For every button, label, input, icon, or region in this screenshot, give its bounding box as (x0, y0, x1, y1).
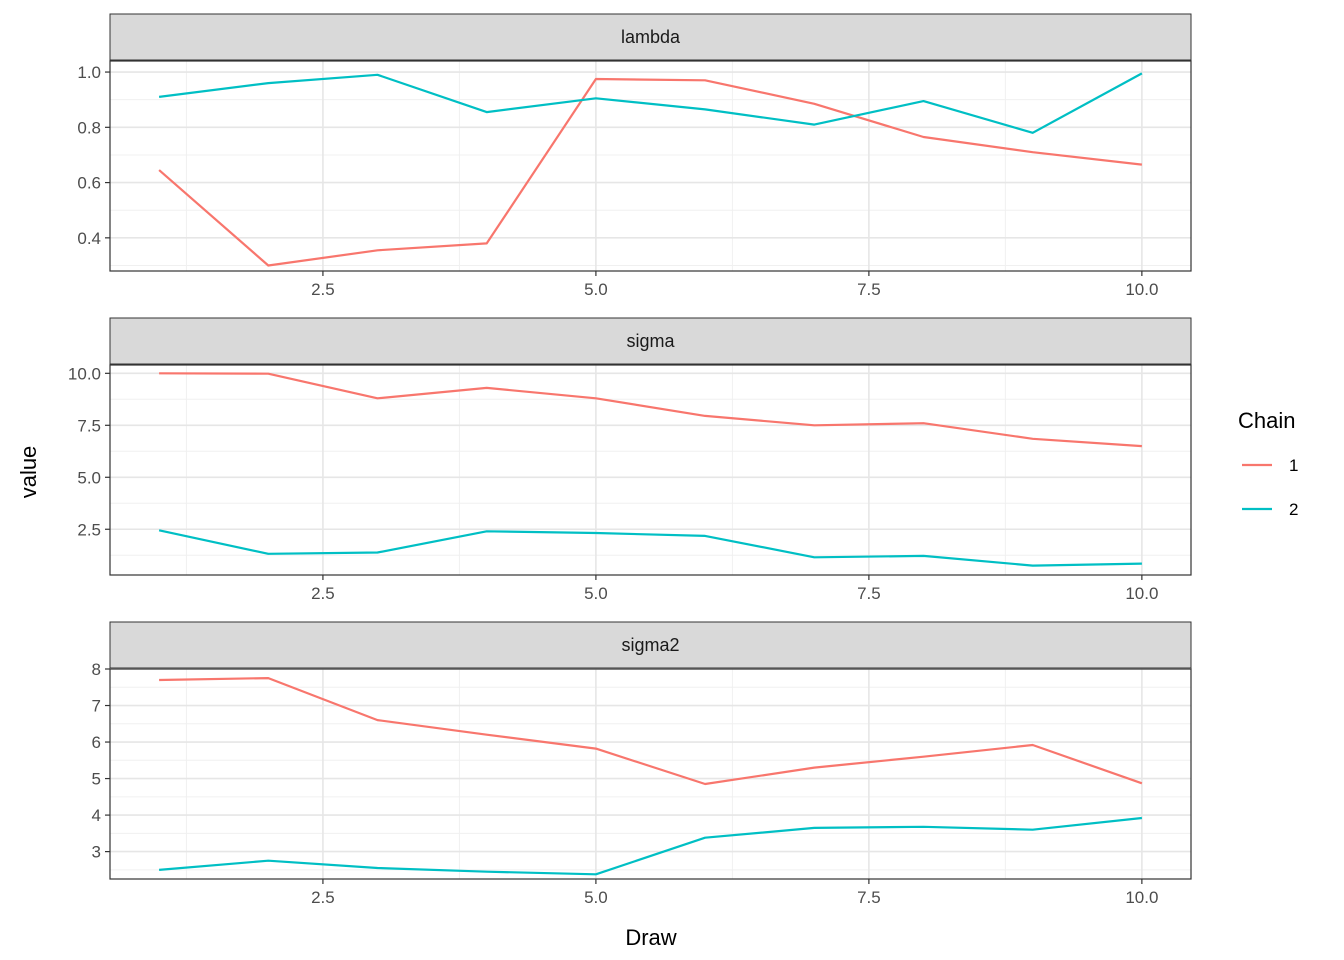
series-line-chain-2 (159, 816, 1143, 876)
series-line-chain-2 (158, 72, 1143, 134)
x-tick-label: 2.5 (311, 280, 335, 299)
x-tick-label: 7.5 (857, 888, 881, 907)
legend-label-chain-1: 1 (1289, 456, 1298, 475)
series-line-chain-2 (158, 529, 1142, 567)
strip-background (109, 13, 1192, 61)
facet-panels: lambda 0.4 0.6 0.8 1.0 2.5 5.0 7.5 10.0 sigma 2.5 5… (68, 13, 1192, 907)
strip-label: sigma2 (621, 635, 679, 655)
x-tick-label: 7.5 (857, 584, 881, 603)
panel-background (110, 365, 1191, 575)
x-axis-title: Draw (625, 925, 676, 950)
legend: Chain 1 2 (1238, 408, 1298, 519)
x-tick-label: 5.0 (584, 280, 608, 299)
y-tick-label: 0.6 (77, 174, 101, 193)
y-tick-label: 8 (92, 660, 101, 679)
x-tick-label: 2.5 (311, 888, 335, 907)
y-tick-label: 7 (92, 697, 101, 716)
panel-border (109, 60, 1192, 272)
panel-border (109, 668, 1192, 880)
panel-background (110, 669, 1191, 879)
y-axis-title: value (16, 446, 41, 499)
y-tick-label: 5.0 (77, 468, 101, 487)
panel-sigma: sigma 2.5 5.0 7.5 10.0 2.5 5.0 7.5 10.0 (68, 317, 1192, 603)
y-tick-label: 5 (92, 770, 101, 789)
y-tick-label: 7.5 (77, 416, 101, 435)
x-tick-label: 7.5 (857, 280, 881, 299)
y-tick-label: 3 (92, 843, 101, 862)
y-tick-label: 0.4 (77, 229, 101, 248)
x-tick-label: 10.0 (1125, 280, 1158, 299)
x-tick-label: 5.0 (584, 584, 608, 603)
legend-title: Chain (1238, 408, 1295, 433)
series-line-chain-1 (159, 676, 1143, 786)
x-tick-label: 10.0 (1125, 888, 1158, 907)
panel-lambda: lambda 0.4 0.6 0.8 1.0 2.5 5.0 7.5 10.0 (77, 13, 1192, 299)
y-tick-label: 6 (92, 733, 101, 752)
y-tick-label: 2.5 (77, 520, 101, 539)
series-line-chain-1 (159, 372, 1142, 448)
strip-background (109, 317, 1192, 365)
legend-label-chain-2: 2 (1289, 500, 1298, 519)
strip-label: lambda (621, 27, 681, 47)
panel-sigma2: sigma2 3 4 5 6 7 8 2.5 5.0 7.5 10.0 (92, 621, 1192, 907)
y-tick-label: 1.0 (77, 63, 101, 82)
y-tick-label: 4 (92, 806, 101, 825)
strip-label: sigma (626, 331, 675, 351)
x-tick-label: 5.0 (584, 888, 608, 907)
x-tick-label: 2.5 (311, 584, 335, 603)
x-tick-label: 10.0 (1125, 584, 1158, 603)
series-line-chain-1 (158, 77, 1143, 267)
y-tick-label: 10.0 (68, 364, 101, 383)
y-tick-label: 0.8 (77, 118, 101, 137)
panel-border (109, 364, 1192, 576)
strip-background (109, 621, 1192, 669)
panel-background (110, 61, 1191, 271)
